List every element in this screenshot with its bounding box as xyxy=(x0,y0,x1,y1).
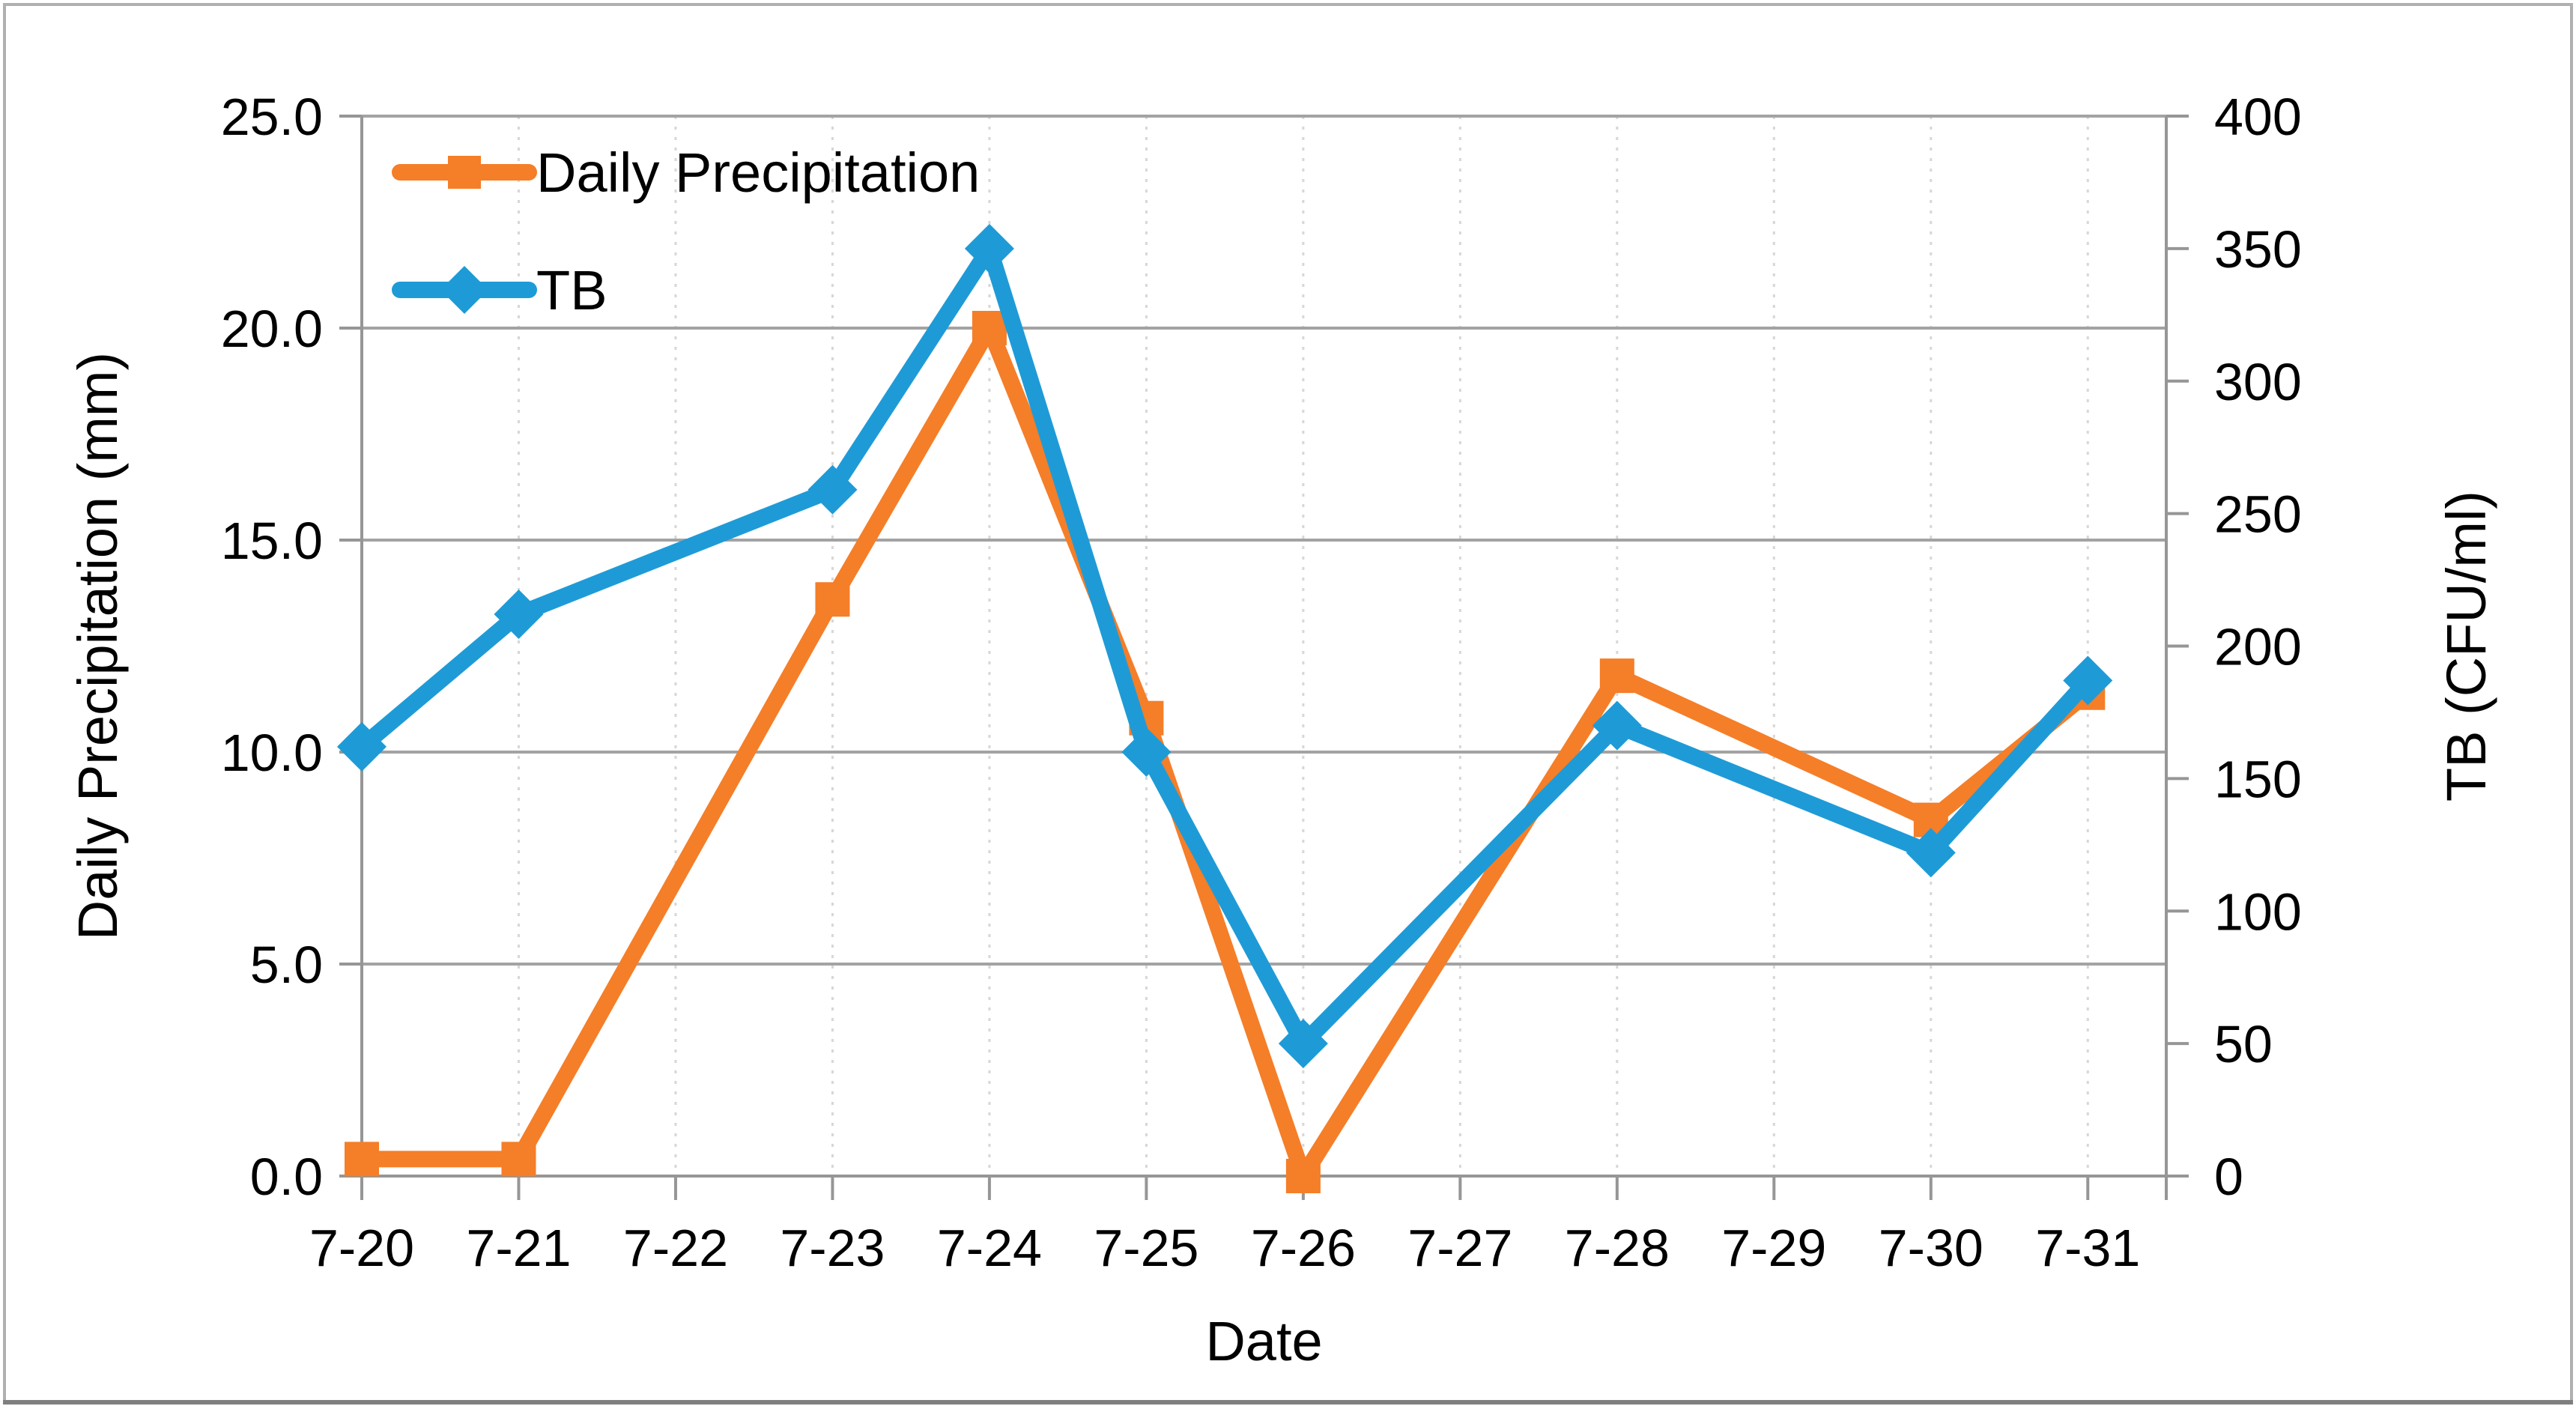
left-tick-label-25.0: 25.0 xyxy=(221,88,323,146)
legend-square-marker xyxy=(448,156,481,189)
x-tick-label-7-26: 7-26 xyxy=(1251,1219,1356,1277)
left-tick-label-10.0: 10.0 xyxy=(221,724,323,782)
series-tb xyxy=(337,223,2113,1069)
x-tick-label-7-29: 7-29 xyxy=(1721,1219,1826,1277)
x-tick-label-7-20: 7-20 xyxy=(309,1219,414,1277)
marker-tb-7-20 xyxy=(337,721,387,772)
marker-tb-7-30 xyxy=(1906,828,1956,878)
x-tick-label-7-23: 7-23 xyxy=(780,1219,885,1277)
marker-tb-7-28 xyxy=(1592,700,1642,751)
marker-tb-7-24 xyxy=(964,223,1014,273)
marker-tb-7-26 xyxy=(1278,1019,1328,1069)
left-tick-label-0.0: 0.0 xyxy=(250,1148,323,1206)
legend-item-daily-precipitation: Daily Precipitation xyxy=(392,142,980,204)
marker-daily-precipitation-7-26 xyxy=(1285,1159,1321,1193)
right-tick-label-50: 50 xyxy=(2214,1015,2273,1073)
marker-tb-7-25 xyxy=(1121,727,1172,777)
right-tick-label-200: 200 xyxy=(2214,618,2302,676)
axes xyxy=(339,115,2189,1200)
x-tick-label-7-28: 7-28 xyxy=(1565,1219,1670,1277)
left-tick-label-5.0: 5.0 xyxy=(250,936,323,994)
x-tick-label-7-22: 7-22 xyxy=(623,1219,728,1277)
right-tick-label-100: 100 xyxy=(2214,882,2302,941)
x-tick-label-7-21: 7-21 xyxy=(466,1219,571,1277)
marker-tb-7-21 xyxy=(494,590,544,640)
legend-label-tb: TB xyxy=(536,259,607,321)
left-tick-label-20.0: 20.0 xyxy=(221,300,323,358)
x-tick-label-7-24: 7-24 xyxy=(937,1219,1042,1277)
marker-daily-precipitation-7-21 xyxy=(501,1142,536,1177)
marker-daily-precipitation-7-28 xyxy=(1599,658,1634,694)
right-tick-label-250: 250 xyxy=(2214,485,2302,544)
x-tick-label-7-27: 7-27 xyxy=(1407,1219,1512,1277)
right-tick-label-300: 300 xyxy=(2214,353,2302,411)
marker-daily-precipitation-7-20 xyxy=(345,1142,379,1177)
right-tick-label-400: 400 xyxy=(2214,88,2302,146)
right-tick-label-350: 350 xyxy=(2214,220,2302,279)
legend-label-daily-precipitation: Daily Precipitation xyxy=(536,142,980,204)
legend: Daily Precipitation TB xyxy=(392,142,980,321)
right-axis-title: TB (CFU/ml) xyxy=(2435,491,2497,802)
marker-daily-precipitation-7-23 xyxy=(815,582,850,617)
x-tick-label-7-25: 7-25 xyxy=(1094,1219,1198,1277)
marker-tb-7-23 xyxy=(807,464,858,515)
vertical-gridlines xyxy=(517,116,2089,1176)
axis-tick-labels: 25.0 20.0 15.0 10.0 5.0 0.0 400 350 300 250 200 150… xyxy=(221,88,2302,1277)
marker-daily-precipitation-7-24 xyxy=(972,311,1007,345)
x-tick-label-7-31: 7-31 xyxy=(2035,1219,2140,1277)
axis-titles: Daily Precipitation (mm) TB (CFU/ml) Date xyxy=(67,352,2497,1372)
left-tick-label-15.0: 15.0 xyxy=(221,512,323,570)
right-tick-label-150: 150 xyxy=(2214,750,2302,808)
x-axis-title: Date xyxy=(1205,1310,1322,1372)
legend-diamond-marker xyxy=(440,266,488,314)
marker-tb-7-31 xyxy=(2063,655,2113,706)
right-tick-label-0: 0 xyxy=(2214,1148,2243,1206)
left-axis-title: Daily Precipitation (mm) xyxy=(67,352,129,940)
legend-item-tb: TB xyxy=(392,259,607,321)
x-tick-label-7-30: 7-30 xyxy=(1879,1219,1983,1277)
